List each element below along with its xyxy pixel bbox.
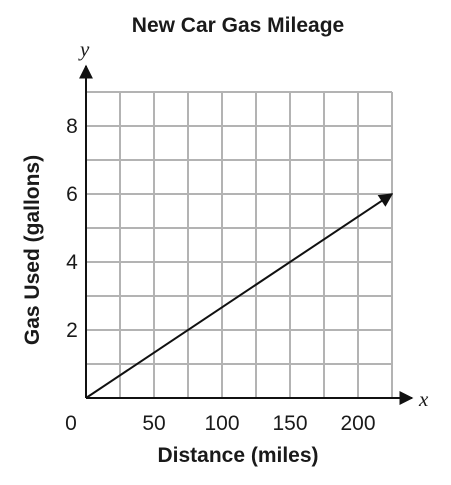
y-tick-label: 4	[66, 251, 78, 274]
x-tick-label: 100	[204, 412, 239, 435]
y-tick-labels: 2 4 6 8	[66, 115, 78, 342]
series-line	[85, 193, 394, 399]
x-axis-title: Distance (miles)	[157, 444, 318, 467]
series-group	[85, 193, 394, 399]
x-tick-label: 50	[142, 412, 165, 435]
y-axis-variable-label: y	[78, 37, 90, 61]
y-axis-title: Gas Used (gallons)	[21, 155, 44, 345]
y-tick-label: 6	[66, 183, 78, 206]
x-tick-labels: 50 100 150 200	[142, 412, 375, 435]
chart-title: New Car Gas Mileage	[132, 14, 344, 37]
grid	[86, 91, 393, 398]
x-axis-variable-label: x	[418, 387, 429, 411]
x-tick-label: 150	[272, 412, 307, 435]
x-tick-label: 200	[340, 412, 375, 435]
y-tick-label: 8	[66, 115, 78, 138]
origin-label: 0	[65, 412, 77, 435]
y-tick-label: 2	[66, 319, 78, 342]
